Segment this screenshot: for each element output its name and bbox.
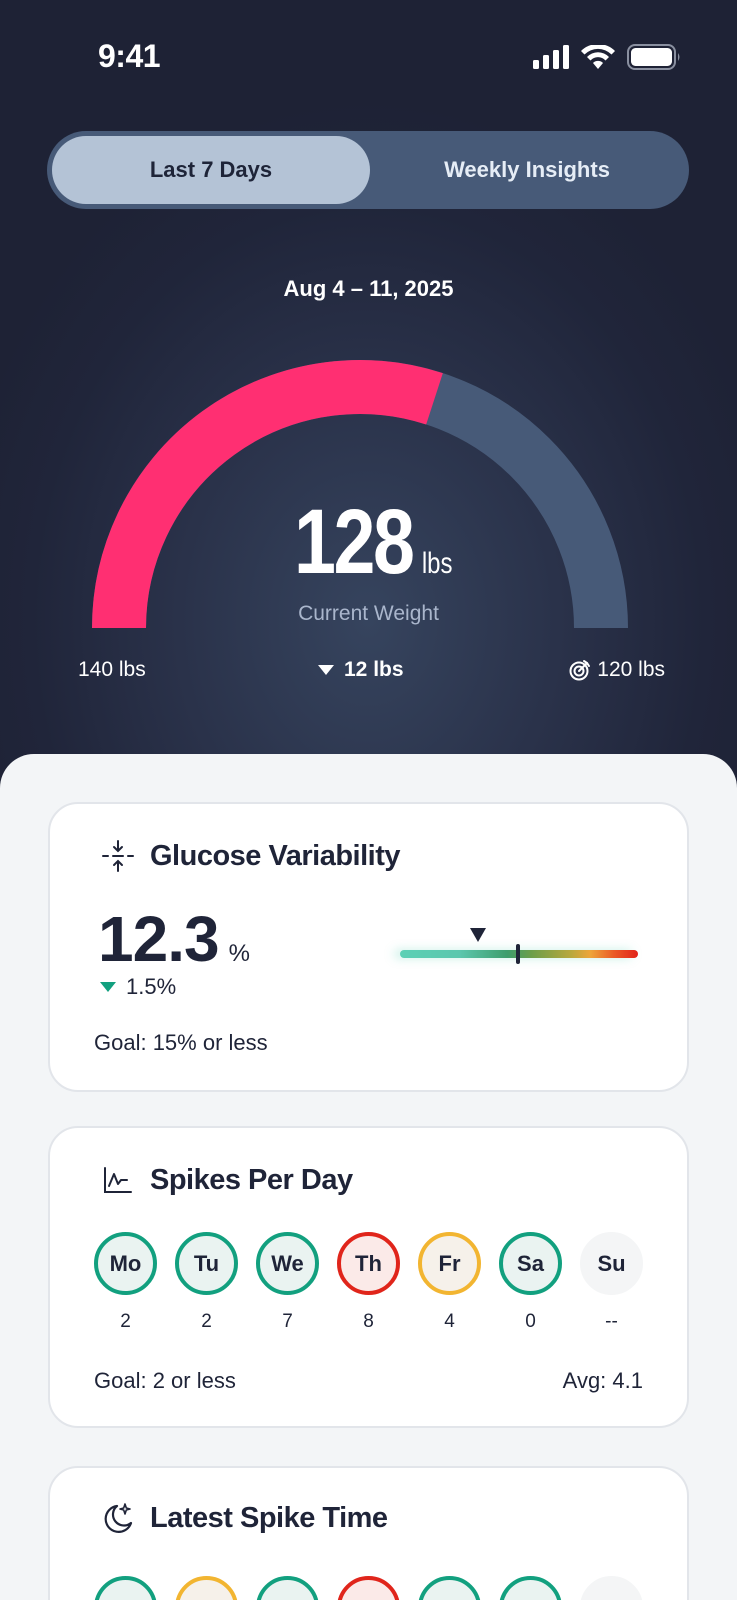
latest-day-friday[interactable] [418, 1576, 481, 1600]
compress-arrows-icon [100, 838, 136, 874]
day-circle: Th [337, 1232, 400, 1295]
tab-last-7-days[interactable]: Last 7 Days [52, 136, 370, 204]
latest-day-monday[interactable] [94, 1576, 157, 1600]
battery-icon [627, 44, 680, 70]
weight-gauge [92, 360, 628, 629]
latest-day-tuesday[interactable] [175, 1576, 238, 1600]
wifi-icon [581, 45, 615, 69]
latest-spike-time-card[interactable]: Latest Spike Time [48, 1466, 689, 1600]
day-circle [499, 1576, 562, 1600]
gauge-labels: 140 lbs 12 lbs 120 lbs [0, 658, 737, 688]
day-tuesday[interactable]: Tu 2 [175, 1232, 238, 1333]
day-sunday[interactable]: Su -- [580, 1232, 643, 1333]
weight-change-value: 12 lbs [344, 658, 404, 681]
spikes-day-list: Mo 2 Tu 2 We 7 Th 8 Fr 4 Sa 0 [94, 1232, 643, 1333]
start-weight: 140 lbs [78, 658, 146, 681]
day-circle [418, 1576, 481, 1600]
day-count: 8 [363, 1311, 374, 1332]
status-time: 9:41 [98, 38, 161, 74]
latest-spike-time-header: Latest Spike Time [100, 1500, 388, 1536]
spikes-per-day-header: Spikes Per Day [100, 1162, 353, 1198]
glucose-variability-header: Glucose Variability [100, 838, 401, 874]
day-wednesday[interactable]: We 7 [256, 1232, 319, 1333]
glucose-variability-change: 1.5% [100, 974, 176, 1000]
goal-weight-value: 120 lbs [597, 658, 665, 681]
weight-change: 12 lbs [318, 658, 404, 682]
target-icon [569, 660, 591, 681]
latest-spike-time-title: Latest Spike Time [150, 1501, 388, 1534]
current-weight-label: Current Weight [298, 602, 439, 625]
cellular-signal-icon [533, 45, 569, 69]
day-circle [337, 1576, 400, 1600]
day-circle: Tu [175, 1232, 238, 1295]
glucose-variability-number: 12.3 [98, 903, 220, 975]
current-weight: 128 lbs [0, 496, 737, 588]
caret-down-icon [318, 665, 334, 675]
spikes-average: Avg: 4.1 [562, 1368, 643, 1393]
glucose-variability-goal: Goal: 15% or less [94, 1030, 268, 1055]
line-chart-icon [100, 1162, 136, 1198]
day-circle [175, 1576, 238, 1600]
goal-threshold-tick [516, 944, 520, 964]
latest-day-saturday[interactable] [499, 1576, 562, 1600]
day-monday[interactable]: Mo 2 [94, 1232, 157, 1333]
spikes-goal: Goal: 2 or less [94, 1368, 236, 1393]
latest-day-wednesday[interactable] [256, 1576, 319, 1600]
day-circle: We [256, 1232, 319, 1295]
goal-weight: 120 lbs [569, 658, 665, 682]
day-circle: Sa [499, 1232, 562, 1295]
day-circle: Mo [94, 1232, 157, 1295]
day-count: 2 [201, 1311, 212, 1332]
variability-scale [400, 922, 638, 964]
latest-day-sunday[interactable] [580, 1576, 643, 1600]
content-sheet: Glucose Variability 12.3 % 1.5% Goal: 15… [0, 754, 737, 1600]
glucose-variability-unit: % [228, 940, 250, 967]
day-circle [94, 1576, 157, 1600]
day-friday[interactable]: Fr 4 [418, 1232, 481, 1333]
day-circle: Su [580, 1232, 643, 1295]
day-count: 0 [525, 1311, 536, 1332]
day-saturday[interactable]: Sa 0 [499, 1232, 562, 1333]
spikes-per-day-card[interactable]: Spikes Per Day Mo 2 Tu 2 We 7 Th 8 Fr 4 [48, 1126, 689, 1428]
tab-weekly-insights[interactable]: Weekly Insights [444, 157, 610, 182]
glucose-variability-title: Glucose Variability [150, 839, 401, 872]
current-weight-unit: lbs [421, 547, 453, 580]
caret-down-icon [100, 982, 116, 992]
day-circle [580, 1576, 643, 1600]
latest-spike-day-list [94, 1576, 643, 1600]
day-count: 2 [120, 1311, 131, 1332]
spikes-per-day-title: Spikes Per Day [150, 1163, 353, 1196]
day-circle [256, 1576, 319, 1600]
status-bar: 9:41 [0, 0, 737, 110]
period-segmented-control: Last 7 Days Weekly Insights [47, 131, 689, 209]
date-range: Aug 4 – 11, 2025 [283, 276, 454, 301]
moon-stars-icon [100, 1500, 136, 1536]
status-icons [533, 44, 681, 70]
latest-day-thursday[interactable] [337, 1576, 400, 1600]
current-value-marker [470, 928, 486, 942]
glucose-variability-change-value: 1.5% [126, 974, 177, 999]
day-count: 7 [282, 1311, 293, 1332]
day-count: -- [605, 1311, 618, 1332]
day-count: 4 [444, 1311, 455, 1332]
gauge-progress [92, 360, 443, 629]
day-thursday[interactable]: Th 8 [337, 1232, 400, 1333]
day-circle: Fr [418, 1232, 481, 1295]
current-weight-value: 128 [293, 491, 415, 593]
glucose-variability-value: 12.3 % [98, 902, 250, 976]
glucose-variability-card[interactable]: Glucose Variability 12.3 % 1.5% Goal: 15… [48, 802, 689, 1092]
